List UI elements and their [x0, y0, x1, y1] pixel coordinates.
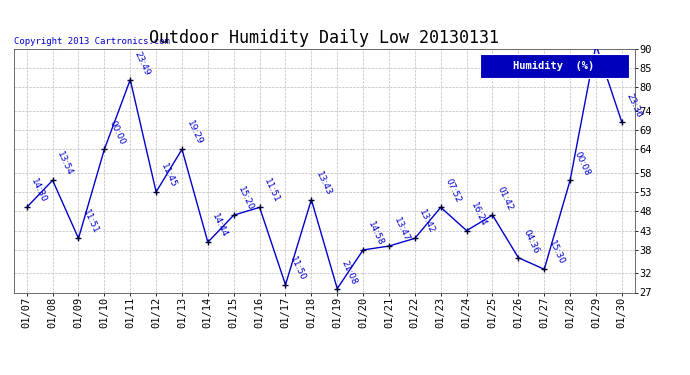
Text: 13:42: 13:42: [417, 209, 437, 236]
Title: Outdoor Humidity Daily Low 20130131: Outdoor Humidity Daily Low 20130131: [149, 29, 500, 47]
Text: 14:58: 14:58: [366, 220, 385, 247]
Text: 19:29: 19:29: [185, 119, 204, 147]
Text: 00:08: 00:08: [573, 150, 592, 177]
Text: 14:30: 14:30: [30, 177, 48, 205]
Text: 11:51: 11:51: [81, 208, 100, 236]
Text: 13:54: 13:54: [55, 150, 75, 177]
Text: 11:45: 11:45: [159, 162, 178, 189]
Text: 14:52: 14:52: [0, 374, 1, 375]
Text: 04:36: 04:36: [521, 228, 540, 255]
Text: 01:42: 01:42: [495, 185, 514, 212]
Text: 13:43: 13:43: [314, 170, 333, 197]
Text: 15:20: 15:20: [237, 185, 255, 212]
Text: 07:52: 07:52: [444, 177, 462, 205]
Text: 23:49: 23:49: [133, 50, 152, 77]
Text: 15:30: 15:30: [547, 239, 566, 267]
Text: 14:44: 14:44: [210, 213, 230, 239]
Text: Copyright 2013 Cartronics.com: Copyright 2013 Cartronics.com: [14, 38, 170, 46]
Text: 11:51: 11:51: [262, 177, 282, 205]
Text: 16:24: 16:24: [469, 201, 489, 228]
Text: 11:50: 11:50: [288, 255, 307, 282]
Text: 21:08: 21:08: [340, 259, 359, 286]
Text: 00:00: 00:00: [107, 119, 126, 147]
Text: 23:36: 23:36: [624, 92, 644, 120]
Text: 13:47: 13:47: [392, 216, 411, 243]
